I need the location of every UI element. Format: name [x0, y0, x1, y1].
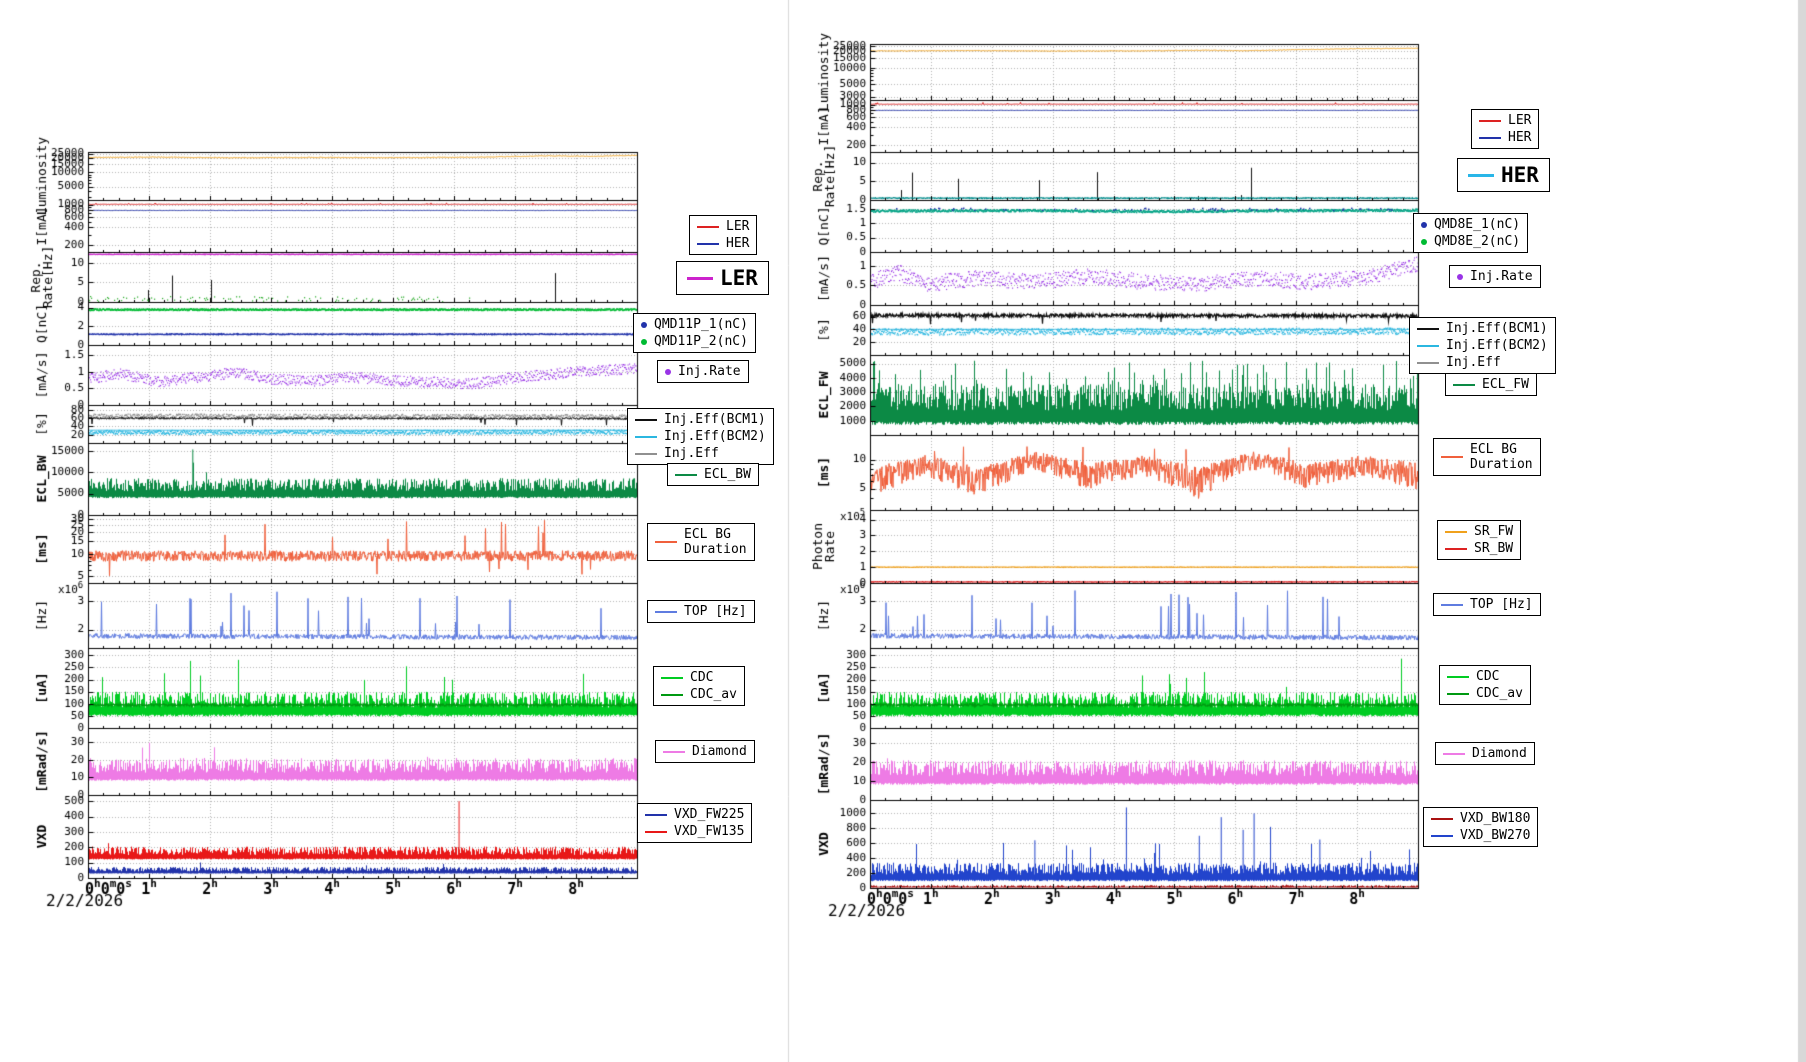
accelerator-background-monitor: LER HER LER QMD11P_1(nC) QMD11P_2(nC) Inj.Rat… — [0, 0, 1806, 1062]
strip-chart-canvas — [0, 0, 1806, 1062]
